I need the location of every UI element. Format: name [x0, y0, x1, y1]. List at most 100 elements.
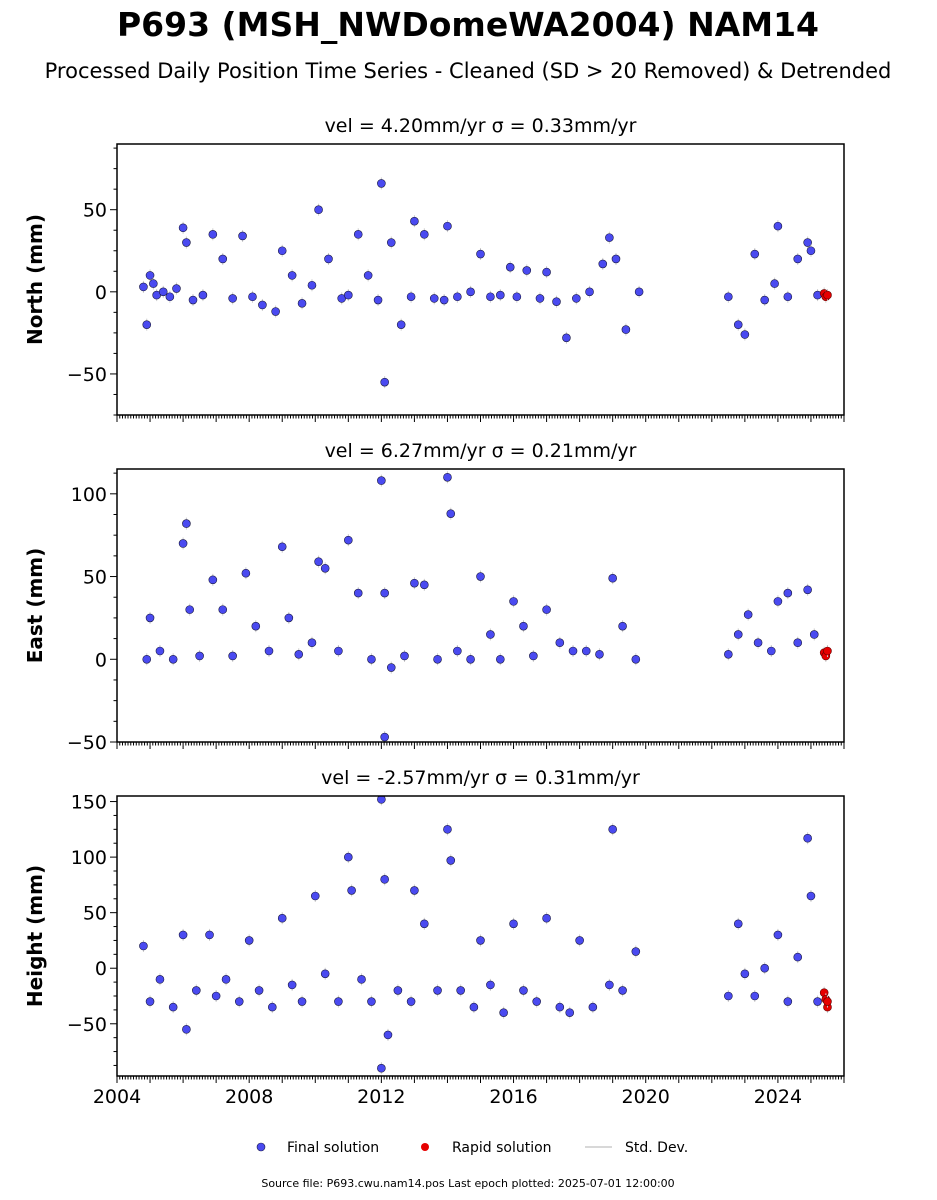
final-solution-point — [621, 325, 631, 334]
legend-final-label: Final solution — [287, 1140, 379, 1156]
final-solution-point — [377, 476, 386, 485]
final-solution-point — [443, 221, 452, 231]
legend-rapid-label: Rapid solution — [452, 1140, 552, 1156]
y-tick-label: 0 — [95, 649, 107, 671]
final-solution-point — [496, 654, 505, 664]
final-solution-point — [420, 230, 429, 239]
final-solution-point — [357, 975, 366, 984]
final-solution-point — [410, 578, 419, 588]
y-tick-label: −50 — [67, 1014, 107, 1036]
final-solution-point — [803, 238, 812, 247]
legend: Final solution Rapid solution Std. Dev. — [256, 1140, 688, 1156]
final-solution-point — [611, 254, 621, 264]
final-solution-point — [393, 986, 403, 995]
final-solution-point — [753, 638, 763, 648]
final-solution-point — [634, 287, 644, 297]
panel-title: vel = 6.27mm/yr σ = 0.21mm/yr — [325, 440, 637, 462]
final-solution-point — [297, 997, 307, 1006]
plot-frame — [116, 795, 845, 1077]
final-solution-point — [618, 986, 627, 995]
final-solution-point — [555, 1002, 565, 1012]
plot-frame — [116, 143, 845, 416]
final-solution-point — [585, 287, 594, 297]
source-note: Source file: P693.cwu.nam14.pos Last epo… — [261, 1177, 674, 1190]
final-solution-point — [773, 221, 783, 231]
final-solution-point — [277, 542, 287, 552]
final-solution-point — [297, 299, 307, 308]
final-solution-point — [542, 267, 551, 277]
final-solution-point — [605, 980, 614, 990]
final-solution-point — [439, 295, 449, 305]
panel-title: vel = 4.20mm/yr σ = 0.33mm/yr — [325, 115, 637, 137]
x-tick-label: 2012 — [357, 1086, 405, 1108]
final-solution-point — [535, 294, 545, 303]
final-solution-point — [284, 613, 294, 623]
final-solution-point — [443, 472, 452, 482]
x-tick-label: 2024 — [754, 1086, 802, 1108]
final-solution-point — [248, 292, 257, 302]
final-solution-point — [631, 947, 641, 956]
final-solution-point — [476, 249, 485, 259]
final-solution-point — [509, 919, 518, 929]
final-solution-point — [168, 654, 178, 664]
final-solution-point — [182, 238, 191, 247]
x-tick-label: 2008 — [225, 1086, 273, 1108]
final-solution-point — [773, 930, 783, 940]
final-solution-point — [198, 290, 208, 300]
final-solution-point — [743, 610, 753, 619]
final-solution-point — [509, 597, 518, 606]
final-solution-point — [221, 975, 231, 984]
final-solution-point — [453, 646, 462, 656]
legend-final-marker — [256, 1142, 266, 1152]
final-solution-point — [396, 320, 406, 329]
final-solution-point — [572, 294, 581, 303]
final-solution-point — [307, 280, 317, 290]
final-solution-point — [542, 605, 551, 614]
final-solution-point — [149, 279, 158, 288]
final-solution-point — [469, 1002, 479, 1012]
final-solution-point — [806, 246, 816, 256]
final-solution-point — [519, 621, 528, 631]
final-solution-point — [208, 575, 218, 585]
figure-subtitle: Processed Daily Position Time Series - C… — [45, 59, 892, 83]
y-tick-label: −50 — [67, 364, 107, 386]
final-solution-point — [733, 320, 743, 329]
final-solution-point — [456, 986, 465, 995]
final-solution-point — [168, 1002, 178, 1012]
final-solution-point — [750, 249, 760, 259]
final-solution-point — [486, 980, 495, 990]
final-solution-point — [353, 588, 363, 598]
final-solution-point — [195, 651, 204, 661]
y-axis-label: North (mm) — [23, 214, 47, 345]
final-solution-point — [377, 179, 386, 188]
final-solution-point — [552, 297, 561, 306]
y-axis-label: Height (mm) — [23, 865, 47, 1007]
x-tick-label: 2020 — [622, 1086, 670, 1108]
final-solution-point — [155, 975, 165, 984]
y-tick-label: 50 — [83, 903, 107, 925]
final-solution-point — [142, 654, 152, 664]
final-solution-point — [724, 650, 733, 659]
final-solution-point — [740, 969, 750, 979]
final-solution-point — [347, 886, 356, 895]
final-solution-point — [724, 292, 733, 302]
data-points — [139, 177, 832, 389]
y-axis-label: East (mm) — [23, 548, 47, 664]
final-solution-point — [803, 585, 812, 595]
final-solution-point — [793, 254, 803, 264]
final-solution-point — [192, 986, 201, 995]
final-solution-point — [750, 991, 760, 1001]
y-tick-label: 100 — [71, 484, 107, 506]
figure-title: P693 (MSH_NWDomeWA2004) NAM14 — [117, 5, 819, 44]
final-solution-point — [446, 856, 456, 865]
final-solution-point — [555, 638, 565, 648]
final-solution-point — [380, 377, 389, 387]
final-solution-point — [420, 580, 429, 590]
final-solution-point — [165, 292, 175, 302]
final-solution-point — [783, 997, 793, 1006]
final-solution-point — [178, 539, 188, 548]
final-solution-point — [208, 230, 218, 239]
final-solution-point — [783, 588, 793, 598]
rapid-solution-point — [823, 290, 832, 300]
final-solution-point — [406, 292, 416, 302]
